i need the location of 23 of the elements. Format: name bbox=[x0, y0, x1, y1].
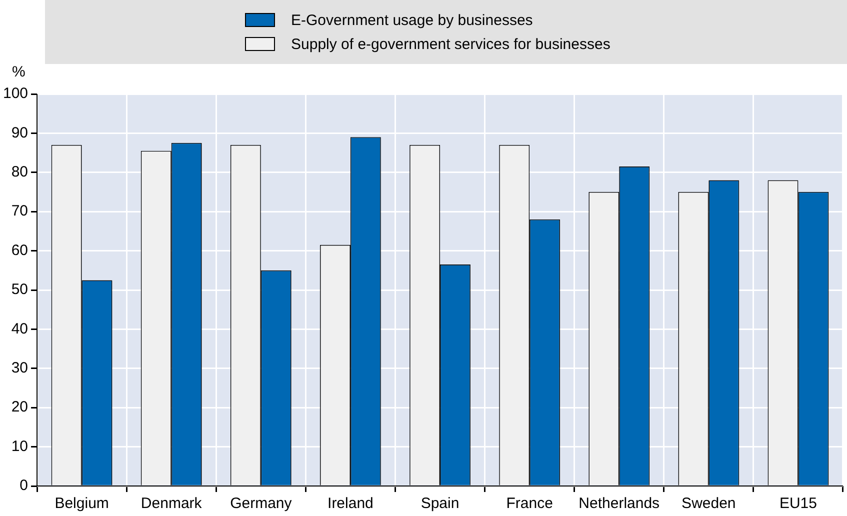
y-tick-label: 30 bbox=[11, 360, 28, 377]
legend-label: E-Government usage by businesses bbox=[291, 12, 533, 28]
x-tick-label: Germany bbox=[230, 495, 292, 512]
x-tick-label: EU15 bbox=[779, 495, 817, 512]
y-tick-label: 90 bbox=[11, 124, 28, 142]
y-tick-label: 20 bbox=[11, 398, 28, 416]
y-tick-label: 40 bbox=[11, 320, 28, 338]
y-axis-title: % bbox=[12, 64, 26, 81]
x-tick-label: Netherlands bbox=[578, 495, 660, 512]
x-tick-label: Belgium bbox=[54, 495, 109, 512]
x-tick-label: Spain bbox=[420, 495, 460, 512]
y-tick-label: 70 bbox=[11, 202, 28, 220]
y-tick-label: 50 bbox=[11, 281, 28, 298]
y-tick-label: 60 bbox=[11, 242, 28, 259]
y-tick-label: 100 bbox=[2, 85, 28, 102]
y-tick-label: 0 bbox=[20, 477, 28, 494]
y-tick-label: 80 bbox=[11, 164, 28, 181]
x-tick-label: France bbox=[506, 495, 553, 512]
legend-label: Supply of e-government services for businesses bbox=[291, 36, 610, 52]
x-tick-label: Ireland bbox=[328, 495, 374, 512]
y-tick-label: 10 bbox=[11, 438, 28, 455]
x-tick-label: Denmark bbox=[140, 495, 202, 512]
x-tick-label: Sweden bbox=[682, 495, 736, 512]
